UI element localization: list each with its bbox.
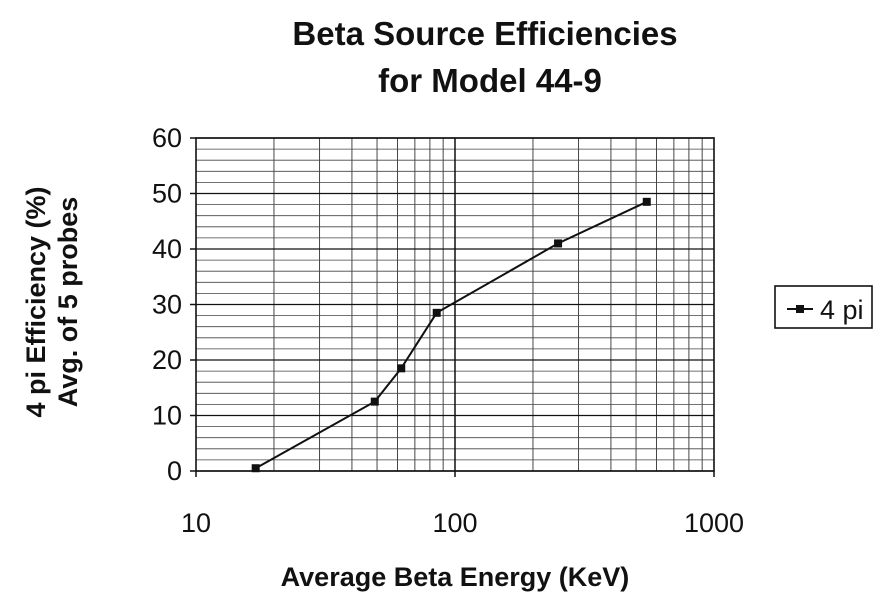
y-tick-label: 0 xyxy=(167,456,182,486)
y-axis-ticks: 0 10 20 30 40 50 60 xyxy=(152,123,196,486)
legend: 4 pi xyxy=(774,285,873,329)
data-point-marker xyxy=(432,308,441,317)
y-tick-label: 50 xyxy=(152,179,182,209)
x-tick-label: 100 xyxy=(432,508,477,538)
y-tick-label: 30 xyxy=(152,290,182,320)
y-tick-label: 10 xyxy=(152,401,182,431)
data-point-marker xyxy=(397,364,406,373)
chart-title-line-2: for Model 44-9 xyxy=(378,62,602,99)
data-point-marker xyxy=(642,197,651,206)
data-point-marker xyxy=(370,397,379,406)
y-tick-label: 60 xyxy=(152,123,182,153)
x-tick-label: 10 xyxy=(181,508,211,538)
legend-marker-swatch xyxy=(796,305,804,313)
y-tick-label: 20 xyxy=(152,345,182,375)
x-axis-ticks: 10 100 1000 xyxy=(181,471,744,538)
y-tick-label: 40 xyxy=(152,234,182,264)
data-point-marker xyxy=(554,239,563,248)
legend-label: 4 pi xyxy=(820,295,864,325)
series-line xyxy=(255,200,648,470)
data-point-marker xyxy=(251,464,260,473)
y-axis-title-line-2: Avg. of 5 probes xyxy=(53,197,83,408)
legend-box xyxy=(774,285,873,329)
chart-title-line-1: Beta Source Efficiencies xyxy=(292,15,677,52)
x-tick-label: 1000 xyxy=(684,508,744,538)
series-layer xyxy=(251,197,651,473)
x-axis-title: Average Beta Energy (KeV) xyxy=(281,562,630,592)
y-axis-title-line-1: 4 pi Efficiency (%) xyxy=(21,186,51,417)
